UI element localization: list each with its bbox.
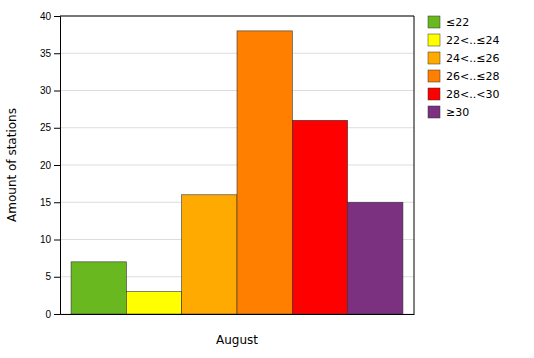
y-tick: 25 [40,122,60,133]
legend-swatch [428,16,440,28]
y-tick-mark [54,202,60,203]
bar [292,120,347,314]
grid-line [60,16,414,17]
frame [414,16,415,314]
y-tick-label: 5 [45,271,51,282]
y-axis: 0 5 10 15 20 25 30 35 40 [40,11,61,320]
y-tick: 0 [45,309,60,320]
y-tick-label: 35 [40,48,52,59]
bar [71,262,126,314]
y-tick-label: 15 [40,197,52,208]
legend-item: 22<..≤24 [428,34,499,47]
y-tick-label: 10 [40,234,52,245]
y-tick: 20 [40,160,60,171]
y-tick-mark [54,165,60,166]
grid [60,16,414,314]
bar [126,292,181,314]
y-tick: 30 [40,85,60,96]
plot: 0 5 10 15 20 25 30 35 40 [40,11,415,320]
bar [182,195,237,314]
y-tick-mark [54,314,60,315]
legend-label: 22<..≤24 [446,34,499,47]
legend-label: ≤22 [446,16,469,29]
y-tick-mark [54,128,60,129]
bar [237,31,292,314]
legend-swatch [428,106,440,118]
y-axis-line [54,17,61,315]
y-tick-label: 30 [40,85,52,96]
legend-item: ≤22 [428,16,469,29]
y-tick-label: 40 [40,11,52,22]
legend-label: 26<..≤28 [446,70,499,83]
y-tick: 5 [45,271,60,282]
legend-item: 24<..≤26 [428,52,499,65]
y-tick: 35 [40,48,60,59]
legend-label: 24<..≤26 [446,52,499,65]
frame [60,16,414,17]
x-axis-title: August [216,333,258,347]
y-tick: 15 [40,197,60,208]
legend-swatch [428,52,440,64]
y-tick-label: 25 [40,122,52,133]
x-axis-line [61,314,415,315]
y-tick-label: 20 [40,160,52,171]
y-tick: 40 [40,11,60,22]
y-tick-mark [54,53,60,54]
y-tick-label: 0 [45,309,51,320]
legend-swatch [428,70,440,82]
y-tick-mark [54,91,60,92]
x-axis [61,314,415,315]
legend-item: 28<..<30 [428,88,499,101]
bar [348,202,403,314]
y-tick-mark [54,16,60,17]
legend-item: 26<..≤28 [428,70,499,83]
chart: 0 5 10 15 20 25 30 35 40 August Amount of stations… [0,0,534,358]
legend-item: ≥30 [428,106,469,119]
legend-label: 28<..<30 [446,88,499,101]
y-axis-title: Amount of stations [5,108,19,222]
legend-swatch [428,88,440,100]
bars [71,31,403,314]
y-tick-mark [54,277,60,278]
y-tick: 10 [40,234,60,245]
legend-swatch [428,34,440,46]
y-tick-mark [54,240,60,241]
legend-label: ≥30 [446,106,469,119]
legend: ≤22 22<..≤24 24<..≤26 26<..≤28 28<..<30 ≥30 [428,16,499,119]
